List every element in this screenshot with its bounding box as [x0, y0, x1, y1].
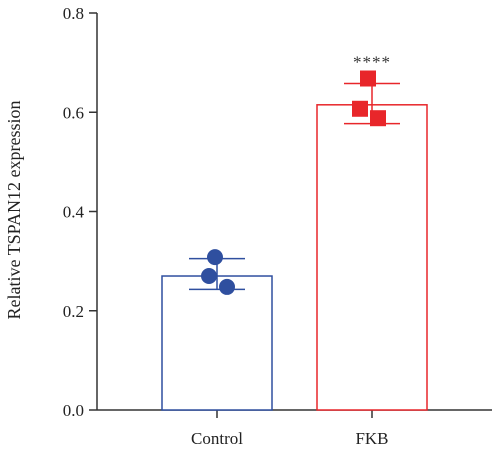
bar-control	[161, 275, 273, 411]
bar-fkb	[316, 104, 428, 411]
data-point-control	[207, 249, 223, 266]
significance-annotation: ****	[353, 52, 391, 71]
bars	[161, 104, 428, 411]
y-axis-title: Relative TSPAN12 expression	[4, 101, 24, 320]
x-tick-label: Control	[191, 429, 243, 448]
data-point-fkb	[360, 70, 376, 87]
labels: Control FKB ****	[191, 52, 391, 448]
y-tick-label: 0.2	[63, 302, 84, 321]
x-tick-label: FKB	[355, 429, 388, 448]
data-point-control	[201, 268, 217, 285]
data-point-fkb	[370, 110, 386, 127]
data-point-control	[219, 278, 235, 295]
y-tick-label: 0.6	[63, 103, 84, 122]
y-tick-label: 0.4	[63, 203, 85, 222]
y-tick-label: 0.0	[63, 401, 84, 420]
data-point-fkb	[352, 100, 368, 117]
data-points	[201, 70, 386, 295]
y-tick-label: 0.8	[63, 4, 84, 23]
